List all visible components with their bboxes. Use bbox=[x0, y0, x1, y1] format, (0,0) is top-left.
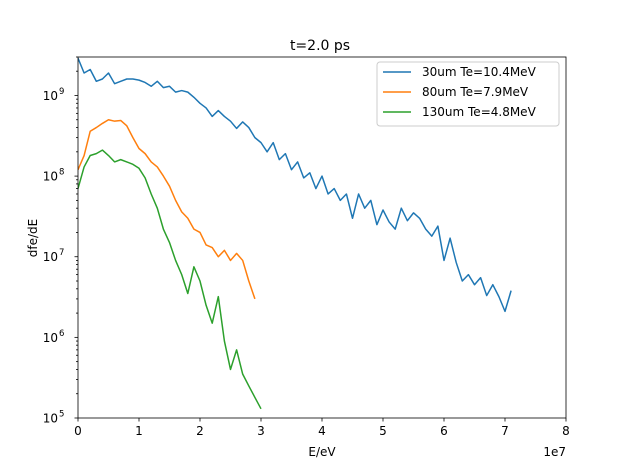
x-tick-label: 7 bbox=[501, 424, 509, 438]
x-tick-label: 3 bbox=[257, 424, 265, 438]
y-tick-label: 10 bbox=[43, 331, 58, 345]
y-tick-exponent: 8 bbox=[59, 168, 64, 178]
series-line-2 bbox=[78, 118, 256, 300]
legend-box bbox=[376, 61, 560, 127]
series-line-3 bbox=[78, 149, 262, 410]
y-tick-label: 10 bbox=[43, 89, 58, 103]
y-tick-exponent: 6 bbox=[59, 329, 64, 339]
y-tick-exponent: 5 bbox=[59, 410, 64, 420]
y-tick-exponent: 7 bbox=[59, 248, 64, 258]
legend-label: 130um Te=4.8MeV bbox=[422, 105, 537, 119]
legend: 30um Te=10.4MeV 80um Te=7.9MeV 130um Te=4.… bbox=[376, 61, 560, 127]
x-tick-label: 1 bbox=[135, 424, 143, 438]
y-tick-label: 10 bbox=[43, 170, 58, 184]
legend-label: 80um Te=7.9MeV bbox=[422, 85, 529, 99]
y-tick-exponent: 9 bbox=[59, 87, 64, 97]
x-tick-label: 8 bbox=[562, 424, 570, 438]
y-tick-label: 10 bbox=[43, 250, 58, 264]
plot-area bbox=[78, 57, 512, 410]
x-tick-label: 6 bbox=[440, 424, 448, 438]
chart-title: t=2.0 ps bbox=[290, 38, 350, 54]
x-tick-label: 5 bbox=[379, 424, 387, 438]
x-axis-ticks: 0 1 2 3 4 5 6 7 8 bbox=[74, 418, 570, 438]
x-tick-label: 0 bbox=[74, 424, 82, 438]
y-tick-label: 10 bbox=[43, 412, 58, 426]
x-axis-label: E/eV bbox=[308, 445, 336, 459]
x-tick-label: 2 bbox=[196, 424, 204, 438]
x-axis-multiplier: 1e7 bbox=[543, 445, 566, 459]
series-line-1 bbox=[78, 57, 512, 313]
y-axis-label: dfe/dE bbox=[26, 219, 40, 257]
x-tick-label: 4 bbox=[318, 424, 326, 438]
legend-label: 30um Te=10.4MeV bbox=[422, 65, 537, 79]
